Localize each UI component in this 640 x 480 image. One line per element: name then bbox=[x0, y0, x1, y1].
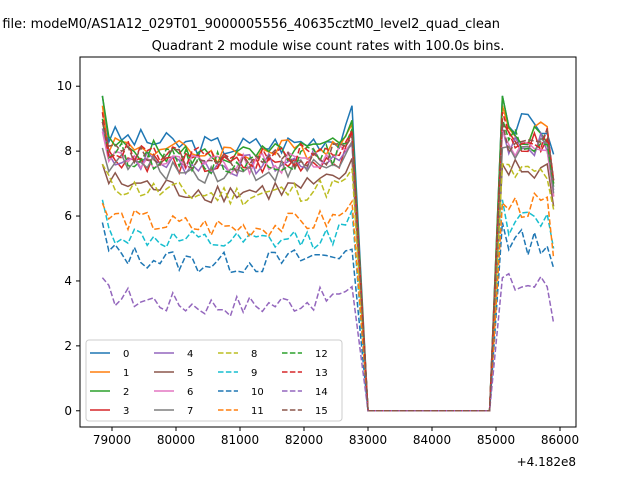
legend-label-15: 15 bbox=[315, 406, 328, 417]
series-line-11 bbox=[101, 191, 555, 412]
x-axis-offset-label: +4.182e8 bbox=[517, 455, 576, 469]
legend-label-0: 0 bbox=[123, 349, 129, 360]
y-tick-label: 4 bbox=[64, 274, 72, 288]
x-tick-label: 85000 bbox=[477, 433, 515, 447]
x-tick-label: 81000 bbox=[221, 433, 259, 447]
y-tick-label: 8 bbox=[64, 144, 72, 158]
legend-label-14: 14 bbox=[315, 387, 328, 398]
legend-label-10: 10 bbox=[251, 387, 264, 398]
series-line-15 bbox=[101, 121, 555, 412]
legend-label-5: 5 bbox=[187, 368, 193, 379]
legend-label-3: 3 bbox=[123, 406, 129, 417]
legend-label-4: 4 bbox=[187, 349, 193, 360]
x-tick-label: 80000 bbox=[157, 433, 195, 447]
legend-label-8: 8 bbox=[251, 349, 257, 360]
legend-label-7: 7 bbox=[187, 406, 193, 417]
x-axis: 79000 80000 81000 82000 83000 84000 85000 86000 bbox=[93, 427, 579, 447]
x-tick-label: 83000 bbox=[349, 433, 387, 447]
legend-label-13: 13 bbox=[315, 368, 328, 379]
legend-label-6: 6 bbox=[187, 387, 193, 398]
x-tick-label: 84000 bbox=[413, 433, 451, 447]
x-tick-label: 82000 bbox=[285, 433, 323, 447]
legend-label-12: 12 bbox=[315, 349, 328, 360]
series-line-13 bbox=[101, 111, 555, 412]
legend-frame bbox=[85, 339, 343, 422]
x-tick-label: 79000 bbox=[93, 433, 131, 447]
y-tick-label: 10 bbox=[57, 79, 72, 93]
legend-label-11: 11 bbox=[251, 406, 264, 417]
y-tick-label: 6 bbox=[64, 209, 72, 223]
legend-label-9: 9 bbox=[251, 368, 257, 379]
figure-suptitle: n file: modeM0/AS1A12_029T01_9000005556_… bbox=[0, 17, 500, 32]
y-axis: 0 2 4 6 8 10 bbox=[57, 79, 80, 418]
y-tick-label: 2 bbox=[64, 339, 72, 353]
x-tick-label: 86000 bbox=[541, 433, 579, 447]
series-line-8 bbox=[101, 163, 555, 412]
chart-title: Quadrant 2 module wise count rates with … bbox=[152, 39, 505, 54]
legend-label-1: 1 bbox=[123, 368, 129, 379]
y-tick-label: 0 bbox=[64, 404, 72, 418]
legend-label-2: 2 bbox=[123, 387, 129, 398]
series-line-14 bbox=[101, 272, 555, 412]
series-layer bbox=[101, 95, 555, 412]
series-line-10 bbox=[101, 222, 555, 412]
